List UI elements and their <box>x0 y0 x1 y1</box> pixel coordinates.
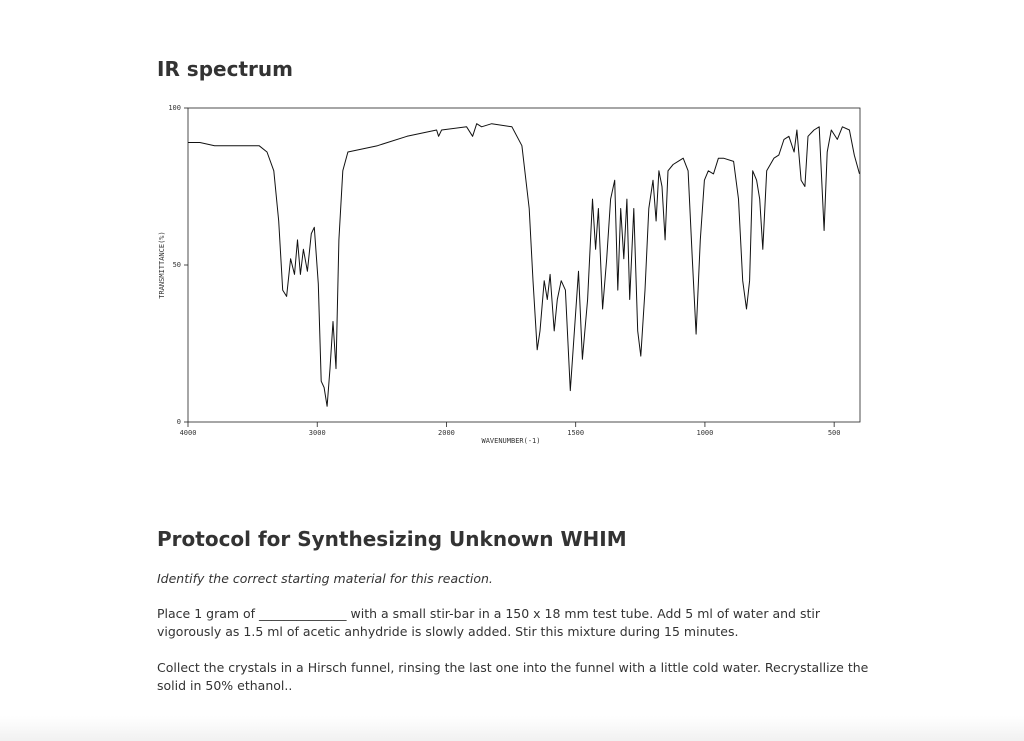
x-tick-label: 1000 <box>696 429 713 437</box>
x-tick-label: 3000 <box>309 429 326 437</box>
x-tick-label: 4000 <box>180 429 197 437</box>
x-tick-label: 1500 <box>567 429 584 437</box>
footer-shade <box>0 716 1024 741</box>
x-axis-label: WAVENUMBER(-1) <box>481 437 540 445</box>
instruction: Identify the correct starting material f… <box>157 571 493 586</box>
paragraph: Place 1 gram of ______________ with a sm… <box>157 606 820 639</box>
y-tick-label: 50 <box>173 261 181 269</box>
y-axis-label: TRANSMITTANCE(%) <box>158 231 166 298</box>
ir-chart: TRANSMITTANCE(%) WAVENUMBER(-1) 0 50 100 40… <box>158 104 861 445</box>
y-tick-label: 100 <box>168 104 181 112</box>
x-tick-label: 2000 <box>438 429 455 437</box>
plot-frame <box>187 107 861 423</box>
section-heading: Protocol for Synthesizing Unknown WHIM <box>157 527 627 551</box>
section-heading: IR spectrum <box>157 57 293 81</box>
y-tick-label: 0 <box>177 418 181 426</box>
x-tick-label: 500 <box>828 429 841 437</box>
spectrum-line <box>188 123 860 407</box>
paragraph: Collect the crystals in a Hirsch funnel,… <box>157 660 869 693</box>
